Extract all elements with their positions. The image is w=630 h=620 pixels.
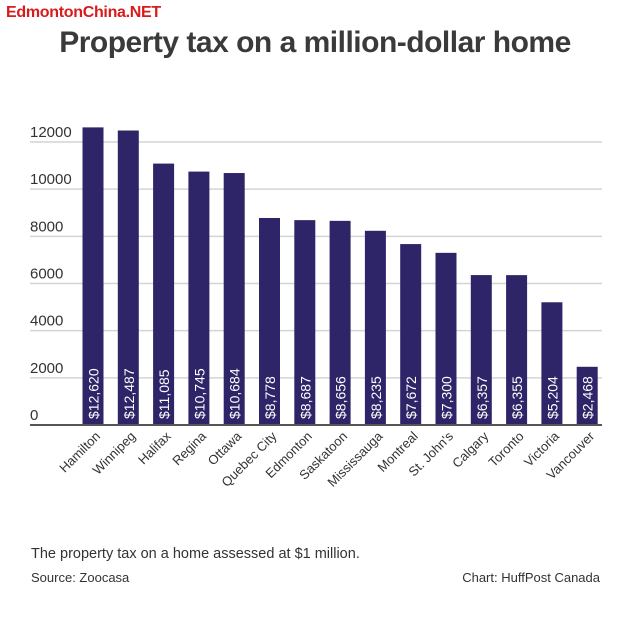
chart-caption: The property tax on a home assessed at $… xyxy=(31,546,360,562)
x-tick-label: Regina xyxy=(169,428,209,468)
bar xyxy=(576,366,598,425)
bar-value-label: $6,355 xyxy=(509,376,525,419)
x-tick-label: Calgary xyxy=(449,428,492,471)
y-axis-ticks: 0 2000 4000 6000 8000 10000 12000 xyxy=(30,124,72,424)
bar xyxy=(223,173,245,425)
bar-value-label: $12,620 xyxy=(86,368,102,419)
bar xyxy=(329,220,351,425)
bar-value-label: $12,487 xyxy=(121,368,137,419)
y-tick-label: 4000 xyxy=(30,313,63,330)
bar xyxy=(188,171,210,425)
bars: $12,620 $12,487 $11,085 $10,745 $10,684 $8,77… xyxy=(82,127,598,426)
bar-value-label: $11,085 xyxy=(156,369,172,419)
bar xyxy=(541,302,563,425)
y-tick-label: 6000 xyxy=(30,266,63,283)
bar xyxy=(506,275,528,425)
bar xyxy=(470,275,492,425)
chart-credit: Chart: HuffPost Canada xyxy=(462,570,600,585)
bar-value-label: $10,684 xyxy=(227,368,243,419)
chart-title: Property tax on a million-dollar home xyxy=(59,26,571,59)
bar xyxy=(259,217,280,425)
x-tick-label: Toronto xyxy=(485,429,526,470)
bar xyxy=(117,130,139,425)
bar-value-label: $5,204 xyxy=(544,376,560,419)
y-tick-label: 8000 xyxy=(30,218,63,235)
bar xyxy=(435,252,457,425)
watermark-logo: EdmontonChina.NET xyxy=(6,4,161,21)
y-tick-label: 12000 xyxy=(30,124,72,141)
y-tick-label: 2000 xyxy=(30,360,63,377)
bar-value-label: $8,778 xyxy=(262,376,278,419)
chart-source: Source: Zoocasa xyxy=(31,570,130,585)
bar-value-label: $8,687 xyxy=(297,376,313,419)
bar xyxy=(364,230,386,425)
x-tick-label: Halifax xyxy=(135,428,174,467)
y-tick-label: 0 xyxy=(30,407,38,424)
bar-chart: 0 2000 4000 6000 8000 10000 12000 $12,620 $12,4… xyxy=(30,124,602,490)
bar-value-label: $10,745 xyxy=(191,368,207,419)
y-tick-label: 10000 xyxy=(30,171,72,188)
bar-value-label: $8,235 xyxy=(368,376,384,419)
bar xyxy=(294,220,316,425)
bar-value-label: $2,468 xyxy=(580,376,596,419)
bar-value-label: $7,300 xyxy=(439,376,455,419)
bar-value-label: $7,672 xyxy=(403,376,419,419)
bar xyxy=(400,244,422,425)
bar-value-label: $6,357 xyxy=(474,376,490,419)
bar-value-label: $8,656 xyxy=(333,376,349,419)
bar xyxy=(153,163,175,426)
bar xyxy=(82,127,104,426)
x-axis-labels: HamiltonWinnipegHalifaxReginaOttawaQuebe… xyxy=(56,428,598,490)
